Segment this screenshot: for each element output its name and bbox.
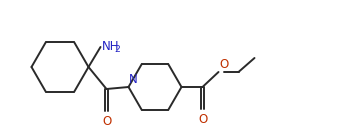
Text: N: N	[129, 73, 138, 86]
Text: O: O	[102, 115, 111, 128]
Text: 2: 2	[115, 45, 120, 54]
Text: NH: NH	[102, 40, 119, 53]
Text: O: O	[220, 58, 229, 71]
Text: O: O	[198, 113, 207, 126]
